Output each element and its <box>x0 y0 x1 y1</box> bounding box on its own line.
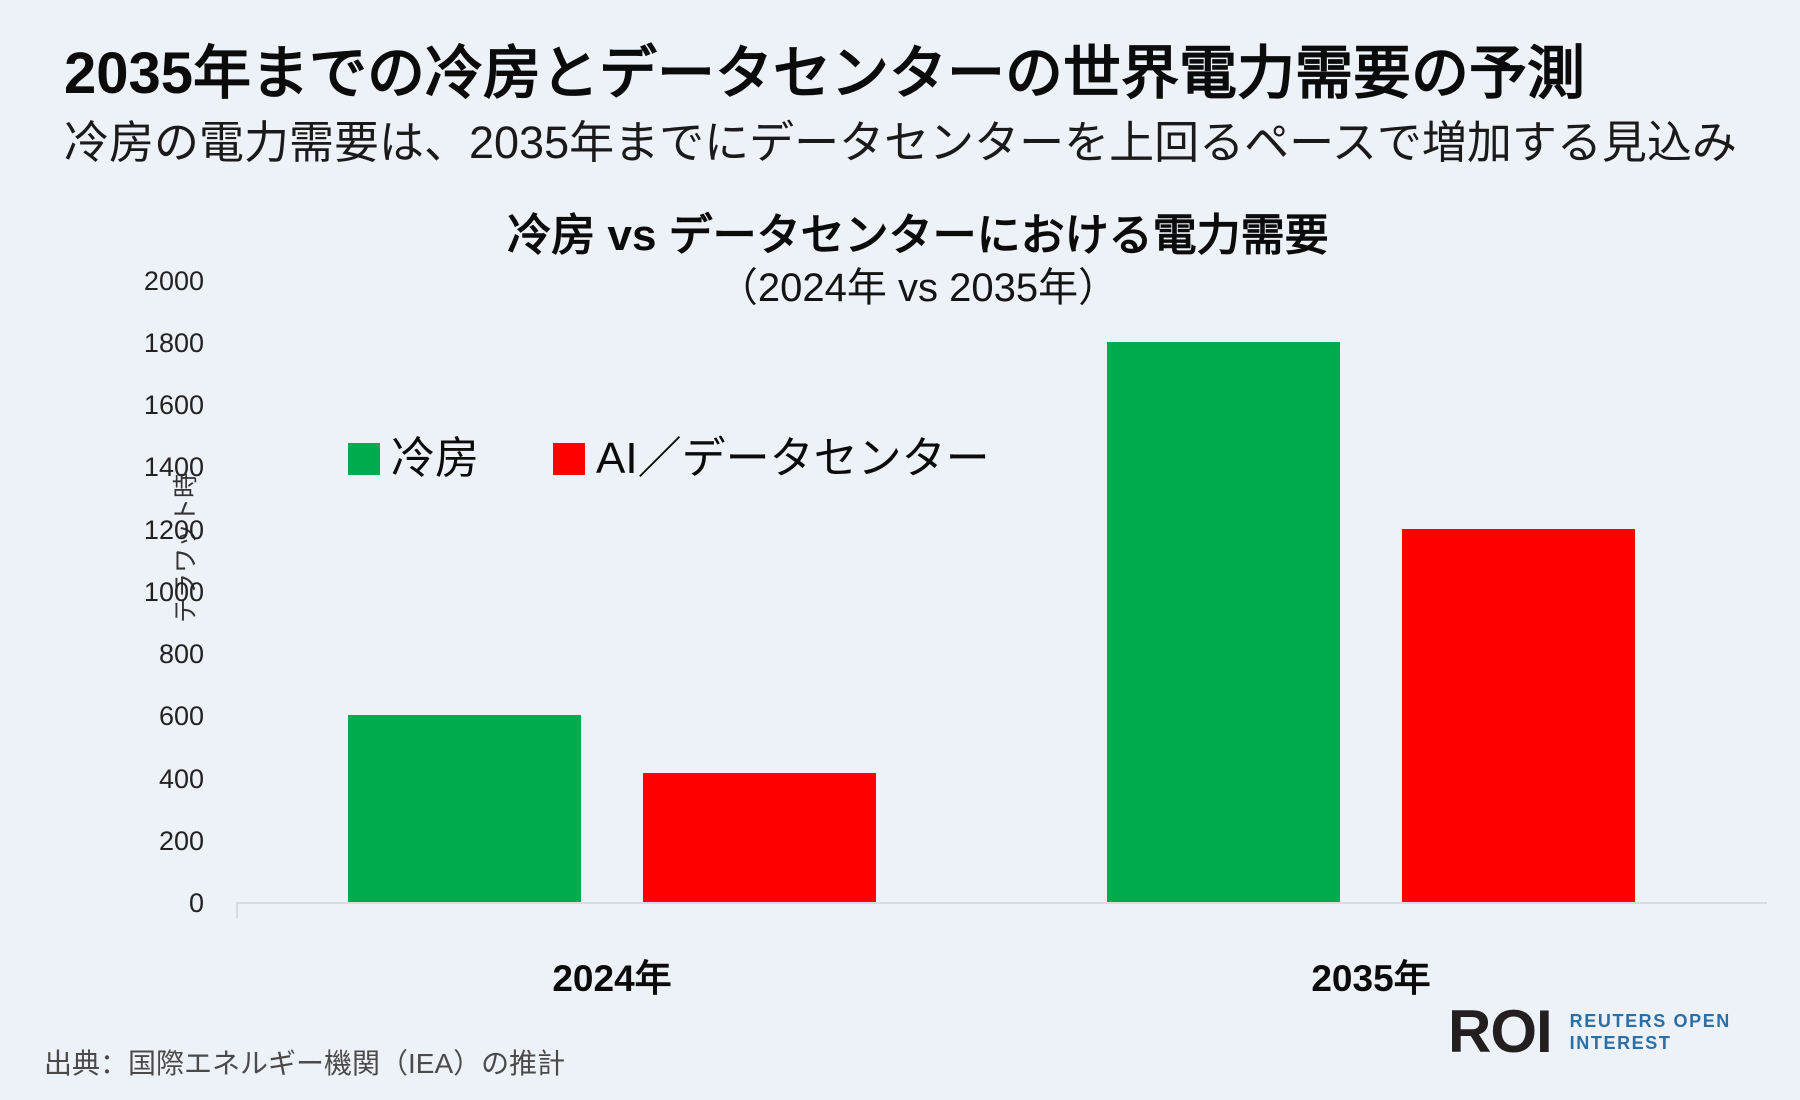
y-tick-label: 1000 <box>143 576 204 607</box>
chart-legend: 冷房 AI／データセンター <box>348 433 990 485</box>
source-note: 出典：国際エネルギー機関（IEA）の推計 <box>44 1048 566 1079</box>
roi-logo-line2: INTEREST <box>1569 1033 1672 1053</box>
y-tick-label: 2000 <box>143 265 204 296</box>
y-tick-label: 400 <box>158 763 204 794</box>
page-title: 2035年までの冷房とデータセンターの世界電力需要の予測 <box>64 41 1586 106</box>
bar-2035年-AI／データセンター <box>1402 529 1635 902</box>
legend-swatch-icon <box>348 443 380 475</box>
y-tick-label: 200 <box>158 825 204 856</box>
x-axis-left-tick <box>236 902 238 918</box>
y-tick-label: 1200 <box>143 514 204 545</box>
roi-logo: ROI REUTERS OPEN INTEREST <box>1448 1002 1731 1062</box>
y-tick-label: 1600 <box>143 390 204 421</box>
bar-2024年-AI／データセンター <box>643 773 876 902</box>
y-tick-label: 0 <box>188 888 204 918</box>
legend-swatch-icon <box>553 443 585 475</box>
chart-title: 冷房 vs データセンターにおける電力需要 <box>507 211 1329 260</box>
bar-2024年-冷房 <box>348 715 581 902</box>
chart-subtitle: （2024年 vs 2035年） <box>717 266 1119 310</box>
x-axis-label-2024年: 2024年 <box>552 958 672 999</box>
y-tick-label: 1800 <box>143 328 204 359</box>
y-tick-label: 600 <box>158 701 204 732</box>
roi-logo-line1: REUTERS OPEN <box>1569 1011 1731 1031</box>
y-tick-label: 800 <box>158 639 204 670</box>
legend-label: AI／データセンター <box>596 434 990 483</box>
bar-2035年-冷房 <box>1107 342 1340 902</box>
roi-logo-text: REUTERS OPEN INTEREST <box>1570 1010 1731 1054</box>
legend-label: 冷房 <box>391 434 479 483</box>
legend-item-AI／データセンター: AI／データセンター <box>553 433 990 485</box>
page-subtitle: 冷房の電力需要は、2035年までにデータセンターを上回るペースで増加する見込み <box>64 117 1737 168</box>
roi-logo-abbr: ROI <box>1448 998 1553 1065</box>
x-axis-line <box>236 902 1767 904</box>
legend-item-冷房: 冷房 <box>348 433 479 485</box>
x-axis-label-2035年: 2035年 <box>1311 958 1431 999</box>
y-tick-label: 1400 <box>143 452 204 483</box>
chart-title-block: 冷房 vs データセンターにおける電力需要 （2024年 vs 2035年） <box>100 210 1736 312</box>
